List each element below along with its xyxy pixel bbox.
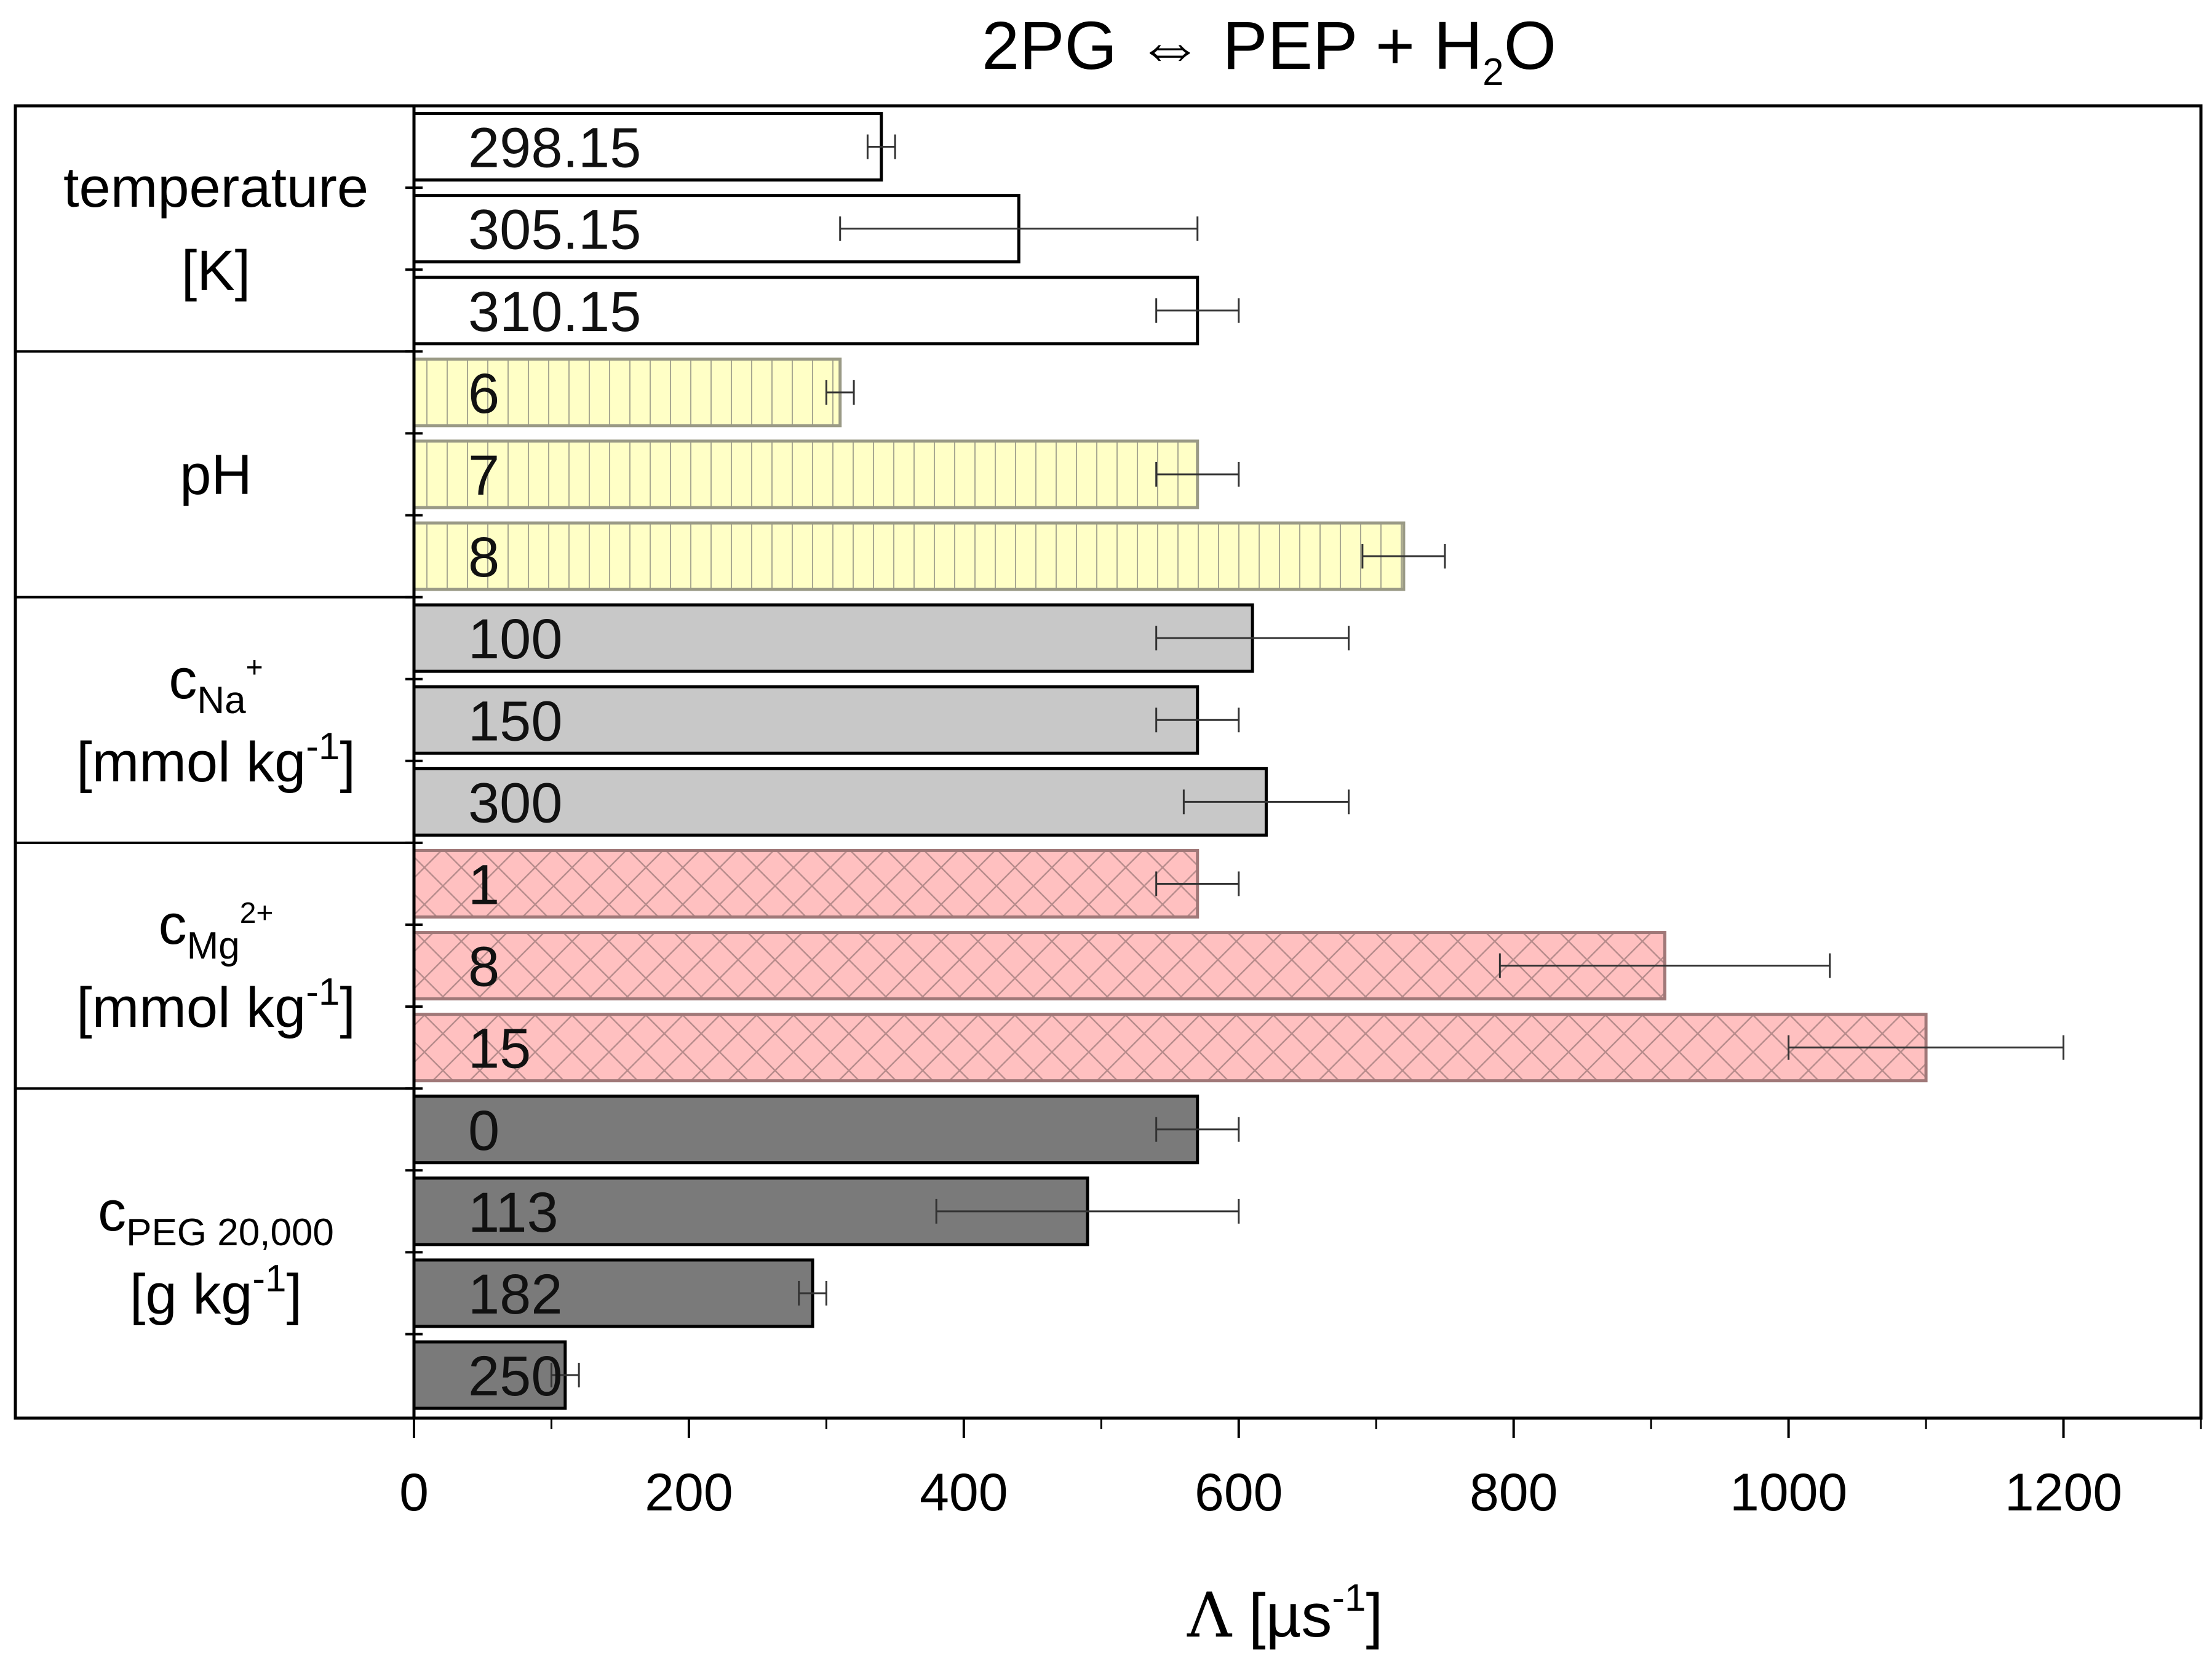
bar-temperature-0	[414, 113, 881, 180]
bar-na-2	[414, 768, 1267, 836]
bar-temperature-2	[414, 277, 1198, 344]
group-label-mg-line-1: [mmol kg-1]	[76, 971, 356, 1039]
bar-label-mg-1: 8	[468, 936, 499, 999]
bar-label-peg-2: 182	[468, 1263, 563, 1326]
bar-label-temperature-2: 310.15	[468, 281, 641, 343]
bar-peg-2	[414, 1259, 813, 1326]
x-tick-label-1200: 1200	[2005, 1463, 2122, 1522]
bar-label-peg-0: 0	[468, 1099, 499, 1162]
bar-peg-3	[414, 1342, 565, 1409]
bar-pattern-mg-2	[414, 1014, 1927, 1081]
x-tick-label-200: 200	[645, 1463, 733, 1522]
bar-label-temperature-1: 305.15	[468, 199, 641, 261]
bar-na-1	[414, 687, 1198, 754]
group-label-mg-line-0: cMg2+	[159, 893, 274, 967]
bar-pattern-mg-0	[414, 850, 1198, 917]
group-label-na-line-1: [mmol kg-1]	[76, 725, 356, 794]
chart-title: 2PG ⇔ PEP + H2O	[982, 8, 1556, 94]
bar-pattern-ph-1	[414, 441, 1198, 508]
bar-label-na-1: 150	[468, 690, 563, 752]
bar-label-na-2: 300	[468, 772, 563, 834]
bar-label-peg-3: 250	[468, 1345, 563, 1408]
x-tick-label-1000: 1000	[1730, 1463, 1847, 1522]
group-label-peg-line-1: [g kg-1]	[130, 1258, 302, 1326]
bar-pattern-ph-0	[414, 359, 840, 426]
group-label-temperature-line-0: temperature	[63, 156, 368, 219]
plot-frame	[14, 104, 2203, 1420]
bar-label-na-0: 100	[468, 608, 563, 671]
bar-label-mg-2: 15	[468, 1018, 531, 1080]
x-axis-label: Λ [µs-1]	[1187, 1577, 1383, 1651]
x-tick-label-800: 800	[1470, 1463, 1558, 1522]
bar-label-ph-2: 8	[468, 526, 499, 589]
bar-label-ph-1: 7	[468, 444, 499, 507]
x-tick-label-600: 600	[1195, 1463, 1283, 1522]
bar-na-0	[414, 605, 1253, 672]
bar-pattern-mg-1	[414, 932, 1665, 999]
group-label-peg-line-0: cPEG 20,000	[98, 1180, 334, 1254]
group-label-na-line-0: cNa+	[169, 648, 263, 722]
bar-peg-0	[414, 1096, 1198, 1163]
bar-label-peg-1: 113	[468, 1181, 559, 1244]
group-label-ph-line-0: pH	[180, 444, 252, 506]
bar-label-mg-0: 1	[468, 853, 499, 916]
bar-pattern-ph-2	[414, 523, 1404, 590]
x-tick-label-400: 400	[920, 1463, 1008, 1522]
bar-label-temperature-0: 298.15	[468, 117, 641, 180]
x-tick-label-0: 0	[399, 1463, 429, 1522]
bar-label-ph-0: 6	[468, 362, 499, 425]
group-label-temperature-line-1: [K]	[181, 239, 250, 302]
